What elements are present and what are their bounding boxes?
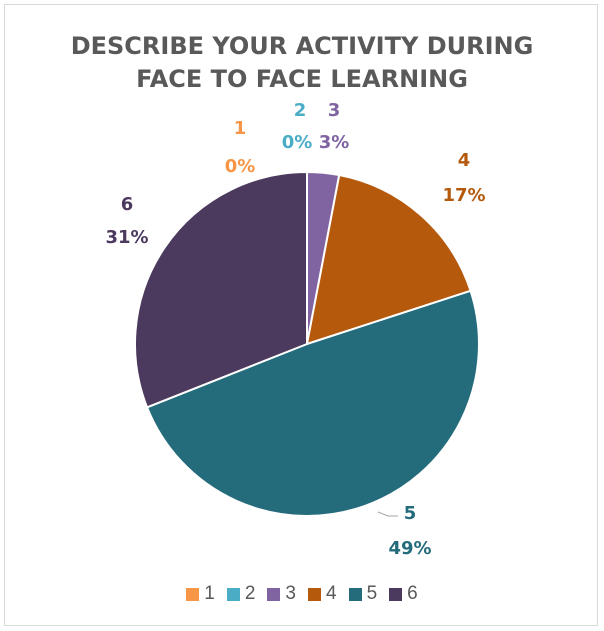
- leader-line-5: [377, 511, 398, 517]
- legend-item-1: 1: [186, 583, 215, 605]
- legend-item-3: 3: [267, 583, 296, 605]
- data-label-category-6: 6: [121, 194, 134, 215]
- legend-item-5: 5: [348, 583, 378, 605]
- chart-title-line-1: DESCRIBE YOUR ACTIVITY DURING: [70, 32, 534, 60]
- chart-title-line-2: FACE TO FACE LEARNING: [136, 65, 468, 93]
- data-label-value-2: 0%: [282, 132, 313, 153]
- legend-label-6: 6: [407, 583, 418, 604]
- legend-swatch-3: [267, 587, 281, 601]
- legend-swatch-6: [389, 587, 403, 601]
- legend-label-1: 1: [204, 583, 215, 604]
- data-label-category-3: 3: [328, 100, 341, 121]
- pie-slice-4: [305, 173, 472, 346]
- data-label-value-5: 49%: [388, 538, 431, 559]
- data-label-value-1: 0%: [225, 156, 256, 177]
- data-label-value-4: 17%: [442, 185, 485, 206]
- data-label-category-4: 4: [458, 150, 471, 171]
- data-label-value-6: 31%: [105, 227, 148, 248]
- legend-swatch-1: [186, 587, 200, 601]
- legend-label-3: 3: [285, 583, 296, 604]
- legend-swatch-5: [348, 587, 362, 601]
- legend-label-5: 5: [366, 583, 378, 604]
- pie-slice-6: [134, 170, 308, 409]
- legend-item-6: 6: [389, 583, 418, 605]
- chart-legend: 1 2 3 4 5 6: [0, 583, 604, 605]
- data-label-category-2: 2: [294, 100, 307, 121]
- chart-title: DESCRIBE YOUR ACTIVITY DURING FACE TO FA…: [0, 30, 604, 96]
- legend-swatch-4: [308, 587, 321, 601]
- legend-label-2: 2: [244, 583, 256, 604]
- pie-slice-5: [145, 289, 480, 517]
- legend-label-4: 4: [326, 583, 337, 604]
- data-label-category-5: 5: [404, 503, 417, 524]
- legend-item-2: 2: [226, 583, 256, 605]
- legend-item-4: 4: [308, 583, 337, 605]
- data-label-value-3: 3%: [319, 132, 350, 153]
- legend-swatch-2: [226, 587, 240, 601]
- data-label-category-1: 1: [234, 118, 247, 139]
